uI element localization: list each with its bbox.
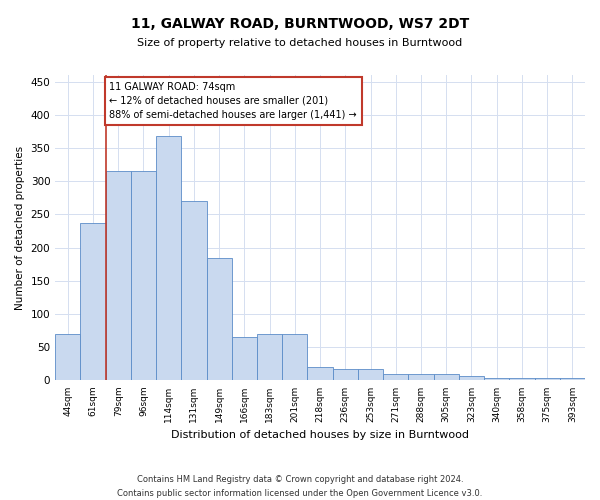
Bar [358, 369, 383, 380]
Bar [434, 374, 459, 380]
Bar [257, 334, 282, 380]
Bar [106, 172, 131, 380]
Bar [181, 201, 206, 380]
Text: Size of property relative to detached houses in Burntwood: Size of property relative to detached ho… [137, 38, 463, 48]
Bar [156, 136, 181, 380]
Text: 11, GALWAY ROAD, BURNTWOOD, WS7 2DT: 11, GALWAY ROAD, BURNTWOOD, WS7 2DT [131, 18, 469, 32]
Bar [80, 223, 106, 380]
Bar [307, 367, 332, 380]
Bar [232, 338, 257, 380]
Bar [383, 374, 409, 380]
Bar [484, 378, 509, 380]
Bar [409, 374, 434, 380]
Bar [332, 369, 358, 380]
Text: Contains HM Land Registry data © Crown copyright and database right 2024.
Contai: Contains HM Land Registry data © Crown c… [118, 476, 482, 498]
Bar [55, 334, 80, 380]
Bar [459, 376, 484, 380]
Bar [560, 378, 585, 380]
X-axis label: Distribution of detached houses by size in Burntwood: Distribution of detached houses by size … [171, 430, 469, 440]
Y-axis label: Number of detached properties: Number of detached properties [15, 146, 25, 310]
Bar [509, 378, 535, 380]
Text: 11 GALWAY ROAD: 74sqm
← 12% of detached houses are smaller (201)
88% of semi-det: 11 GALWAY ROAD: 74sqm ← 12% of detached … [109, 82, 357, 120]
Bar [206, 258, 232, 380]
Bar [131, 172, 156, 380]
Bar [282, 334, 307, 380]
Bar [535, 378, 560, 380]
